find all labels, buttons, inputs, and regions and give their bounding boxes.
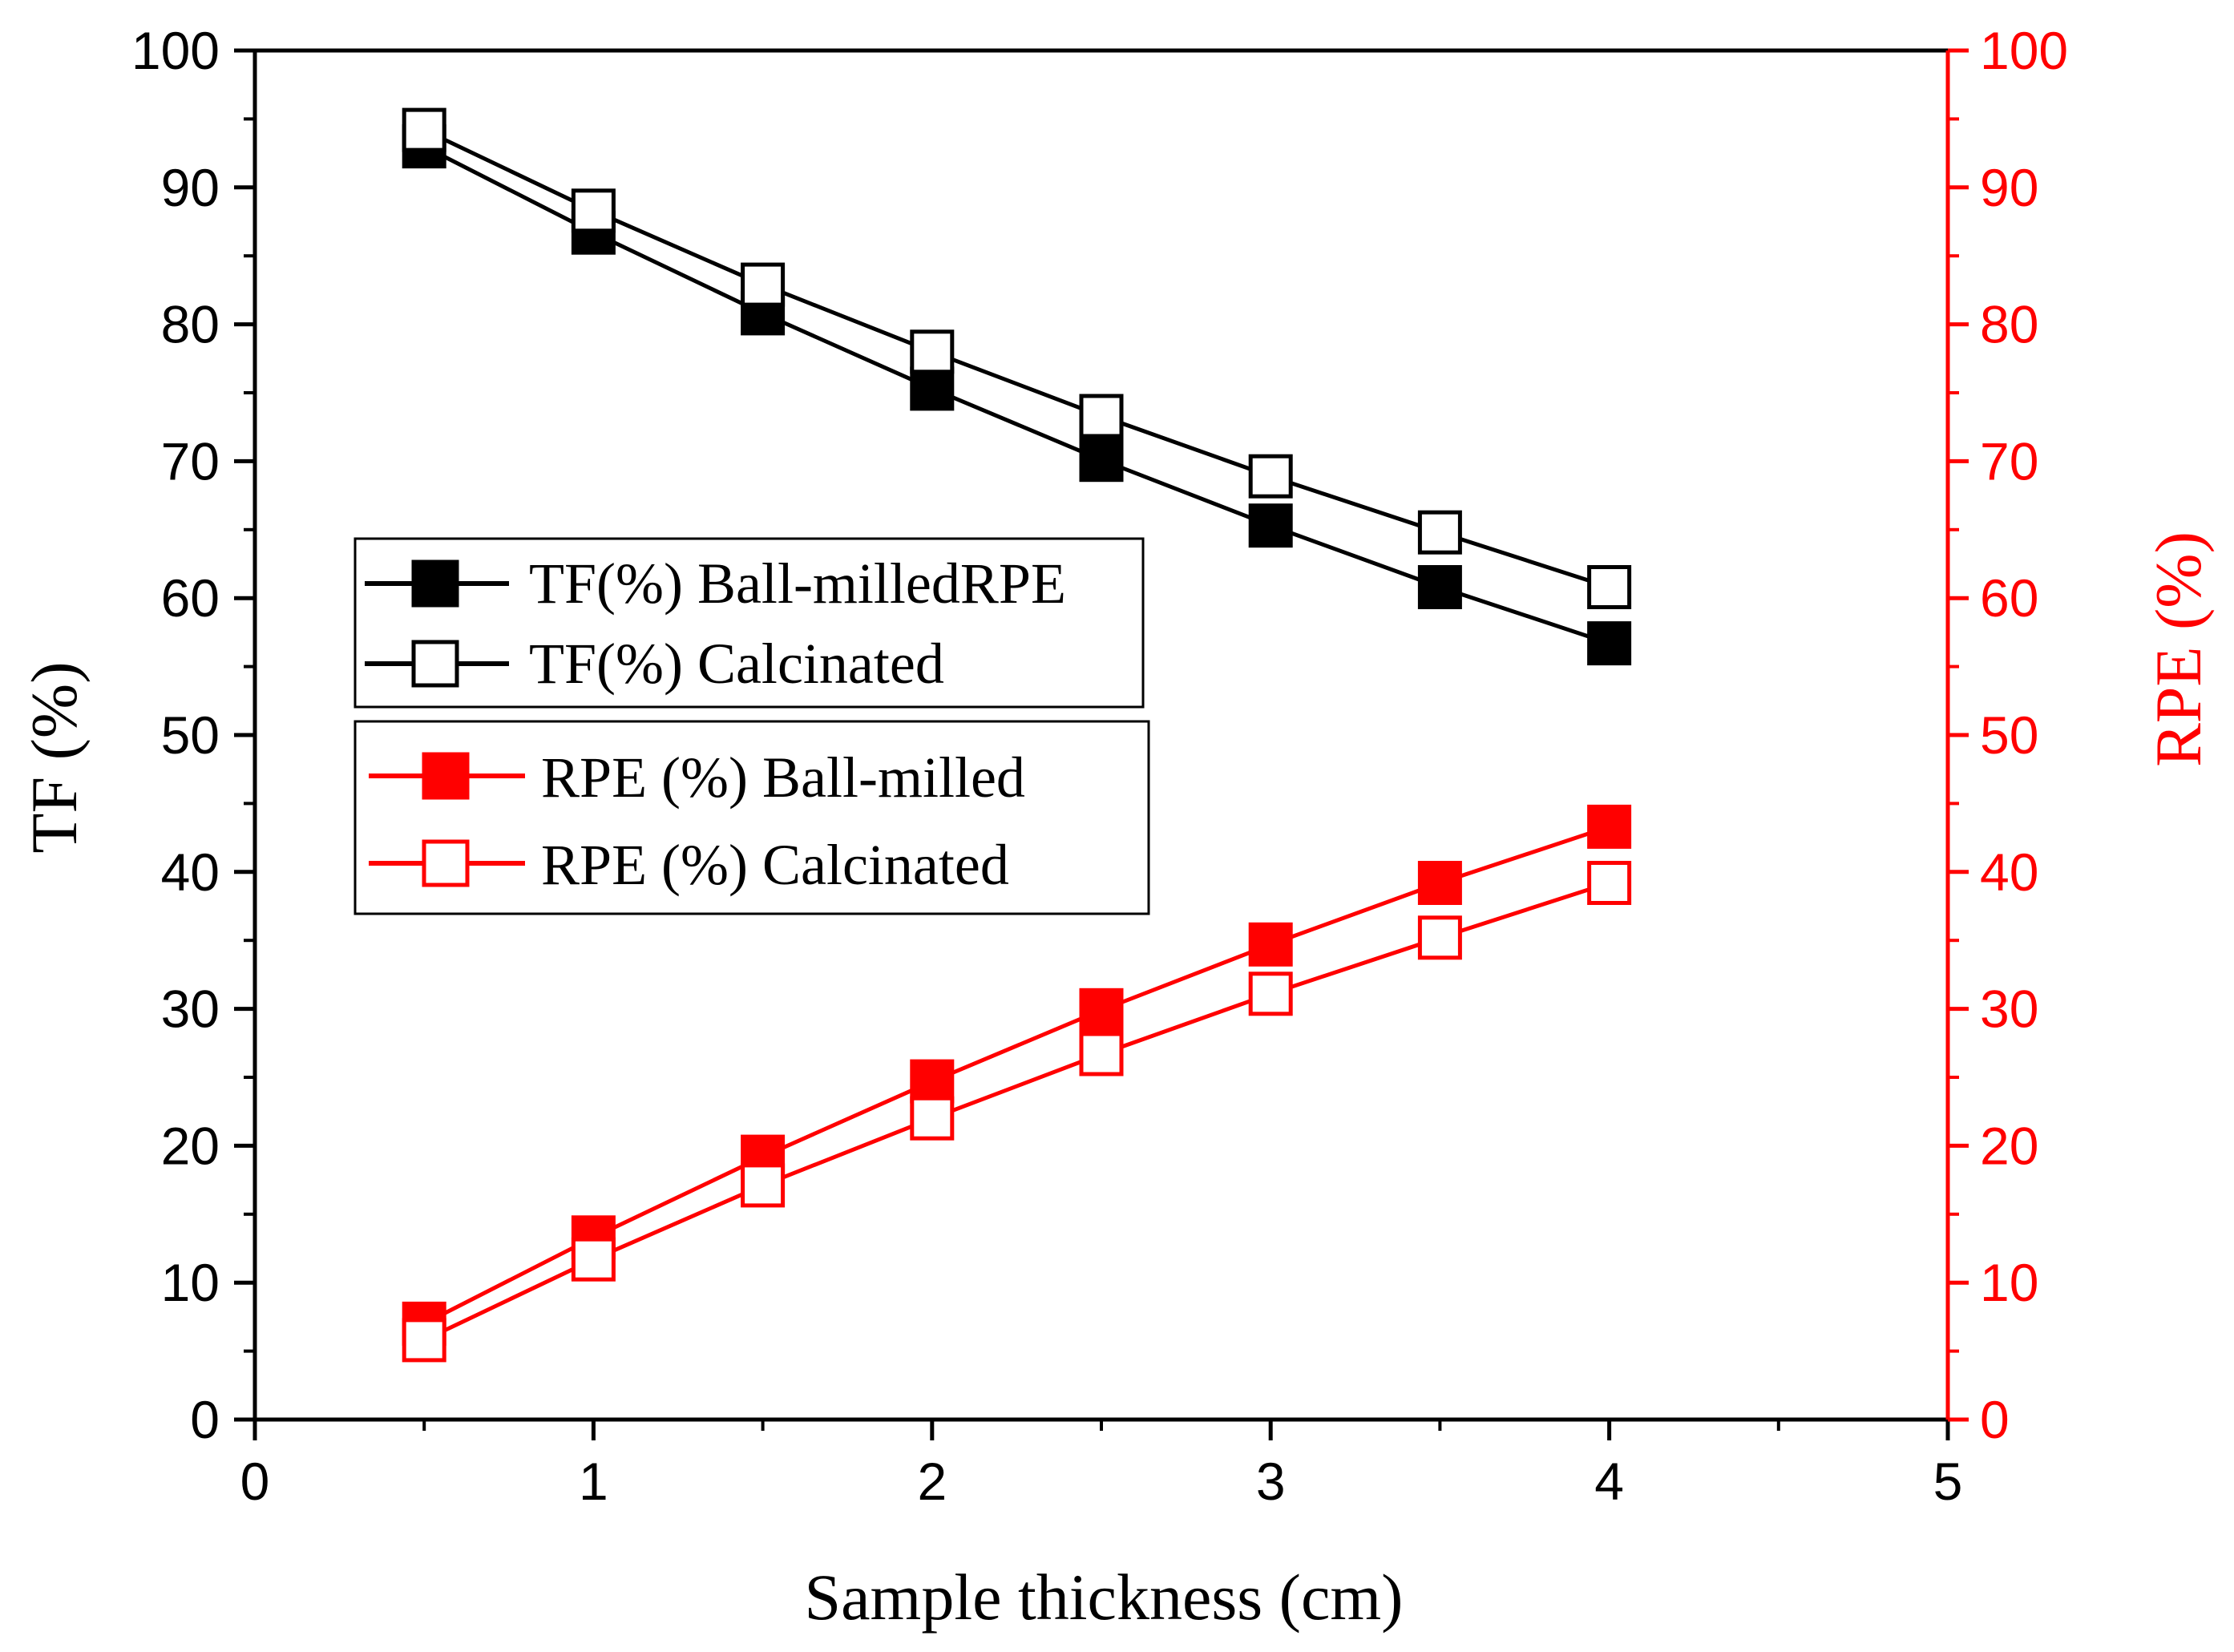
y-tick-label: 70 (161, 431, 220, 491)
x-tick-label: 3 (1256, 1452, 1286, 1511)
data-point-s3-4 (1079, 1032, 1124, 1076)
data-point-s0-6 (1417, 565, 1462, 609)
y-tick-label: 30 (161, 979, 220, 1039)
y2-tick-label: 100 (1980, 21, 2068, 80)
data-point-s0-3 (910, 366, 955, 411)
y2-tick-label: 60 (1980, 568, 2038, 628)
series-line-3 (423, 881, 1610, 1343)
y2-tick-label: 20 (1980, 1116, 2038, 1175)
y2-axis-title: RPE (%) (2142, 531, 2215, 767)
y-tick-label: 40 (161, 842, 220, 902)
x-axis-title: Sample thickness (cm) (805, 1561, 1404, 1634)
x-tick-label: 1 (579, 1452, 608, 1511)
legend-rpe: RPE (%) Ball-milled RPE (%) Calcinated (353, 720, 1150, 915)
data-point-s1-2 (741, 262, 786, 307)
data-point-s0-5 (1248, 503, 1293, 548)
data-point-s1-0 (402, 107, 446, 152)
legend-marker-filled-square (411, 559, 459, 608)
x-tick-label: 4 (1594, 1452, 1624, 1511)
series-lines (423, 127, 1610, 1343)
data-point-s1-5 (1248, 454, 1293, 499)
legend-entry-tf-ball-milled: TF(%) Ball-milledRPE (529, 551, 1066, 616)
y-tick-label: 0 (190, 1390, 220, 1449)
data-point-s2-7 (1587, 804, 1632, 849)
y2-tick-label: 40 (1980, 842, 2038, 902)
data-point-s2-6 (1417, 861, 1462, 905)
series-line-1 (423, 127, 1610, 589)
legend-rpe-frame (353, 720, 1150, 915)
legend-marker-open-square (422, 839, 470, 887)
data-point-s2-4 (1079, 988, 1124, 1032)
y-tick-label: 100 (131, 21, 220, 80)
data-point-s2-5 (1248, 922, 1293, 967)
legend-entry-tf-calcinated: TF(%) Calcinated (529, 632, 944, 696)
data-point-s3-3 (910, 1096, 955, 1141)
data-point-s3-7 (1587, 861, 1632, 905)
data-point-s1-4 (1079, 394, 1124, 438)
series-markers (402, 107, 1632, 1363)
x-tick-label: 5 (1933, 1452, 1963, 1511)
y-axis-title: TF (%) (18, 661, 91, 853)
series-line-0 (423, 144, 1610, 645)
data-point-s1-3 (910, 329, 955, 374)
y2-tick-label: 90 (1980, 158, 2038, 217)
legend-marker-open-square (411, 640, 459, 688)
data-point-s3-2 (741, 1163, 786, 1208)
legend-marker-filled-square (422, 752, 470, 800)
axis-ticks: 0 1 2 3 4 50102030405060708090100010203040506… (131, 21, 2068, 1511)
legend-tf: TF(%) Ball-milledRPE TF(%) Calcinated (353, 537, 1145, 709)
y-tick-label: 80 (161, 295, 220, 354)
y2-tick-label: 10 (1980, 1253, 2038, 1312)
data-point-s3-5 (1248, 971, 1293, 1016)
x-tick-label: 2 (917, 1452, 947, 1511)
y-tick-label: 50 (161, 705, 220, 765)
legend-entry-rpe-calcinated: RPE (%) Calcinated (541, 833, 1009, 897)
y2-tick-label: 50 (1980, 705, 2038, 765)
series-line-2 (423, 825, 1610, 1326)
data-point-s3-1 (571, 1237, 616, 1282)
y-tick-label: 10 (161, 1253, 220, 1312)
x-tick-label: 0 (240, 1452, 270, 1511)
data-point-s1-7 (1587, 565, 1632, 609)
data-point-s2-3 (910, 1059, 955, 1104)
data-point-s1-6 (1417, 510, 1462, 555)
legend-tf-frame (353, 537, 1145, 709)
y2-tick-label: 70 (1980, 431, 2038, 491)
y-tick-label: 60 (161, 568, 220, 628)
y-tick-label: 90 (161, 158, 220, 217)
y-tick-label: 20 (161, 1116, 220, 1175)
data-point-s0-7 (1587, 621, 1632, 666)
y2-tick-label: 80 (1980, 295, 2038, 354)
data-point-s3-0 (402, 1318, 446, 1363)
legend-entry-rpe-ball-milled: RPE (%) Ball-milled (541, 745, 1025, 810)
data-point-s0-4 (1079, 438, 1124, 483)
data-point-s1-1 (571, 188, 616, 233)
y2-tick-label: 30 (1980, 979, 2038, 1039)
data-point-s3-6 (1417, 915, 1462, 960)
y2-tick-label: 0 (1980, 1390, 2010, 1449)
